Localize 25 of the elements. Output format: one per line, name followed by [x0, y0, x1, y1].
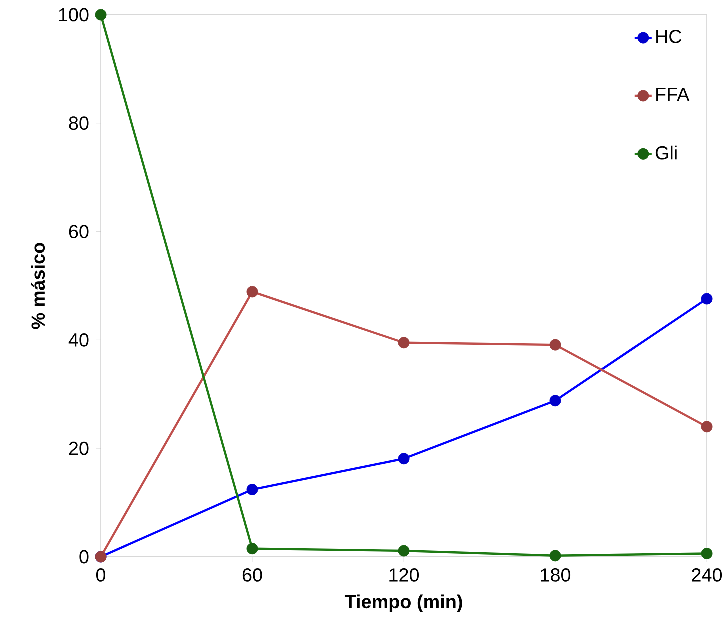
y-axis-title: % másico	[31, 243, 46, 330]
y-tick-label: 100	[59, 8, 89, 22]
y-tick-label: 20	[69, 442, 89, 456]
y-tick-label: 0	[80, 550, 89, 564]
y-tick-label: 80	[69, 116, 89, 130]
legend-label: Gli	[656, 146, 677, 160]
x-tick-label: 0	[96, 568, 106, 582]
point	[701, 548, 713, 560]
point	[398, 337, 410, 349]
y-tick-label: 40	[68, 333, 89, 347]
x-tick-label: 120	[390, 568, 420, 582]
legend-label: FFA	[656, 88, 690, 102]
point	[398, 545, 410, 557]
point	[95, 9, 107, 21]
point	[701, 421, 713, 433]
point	[246, 286, 258, 298]
point	[550, 339, 562, 351]
x-tick-label: 60	[242, 568, 262, 582]
x-axis-title: Tiempo (min)	[344, 594, 462, 612]
legend-label: HC	[656, 30, 682, 44]
y-tick-label: 60	[69, 225, 89, 238]
x-tick-label: 240	[692, 568, 722, 582]
point	[246, 543, 258, 555]
point	[550, 550, 562, 562]
x-tick-label: 180	[541, 568, 571, 582]
